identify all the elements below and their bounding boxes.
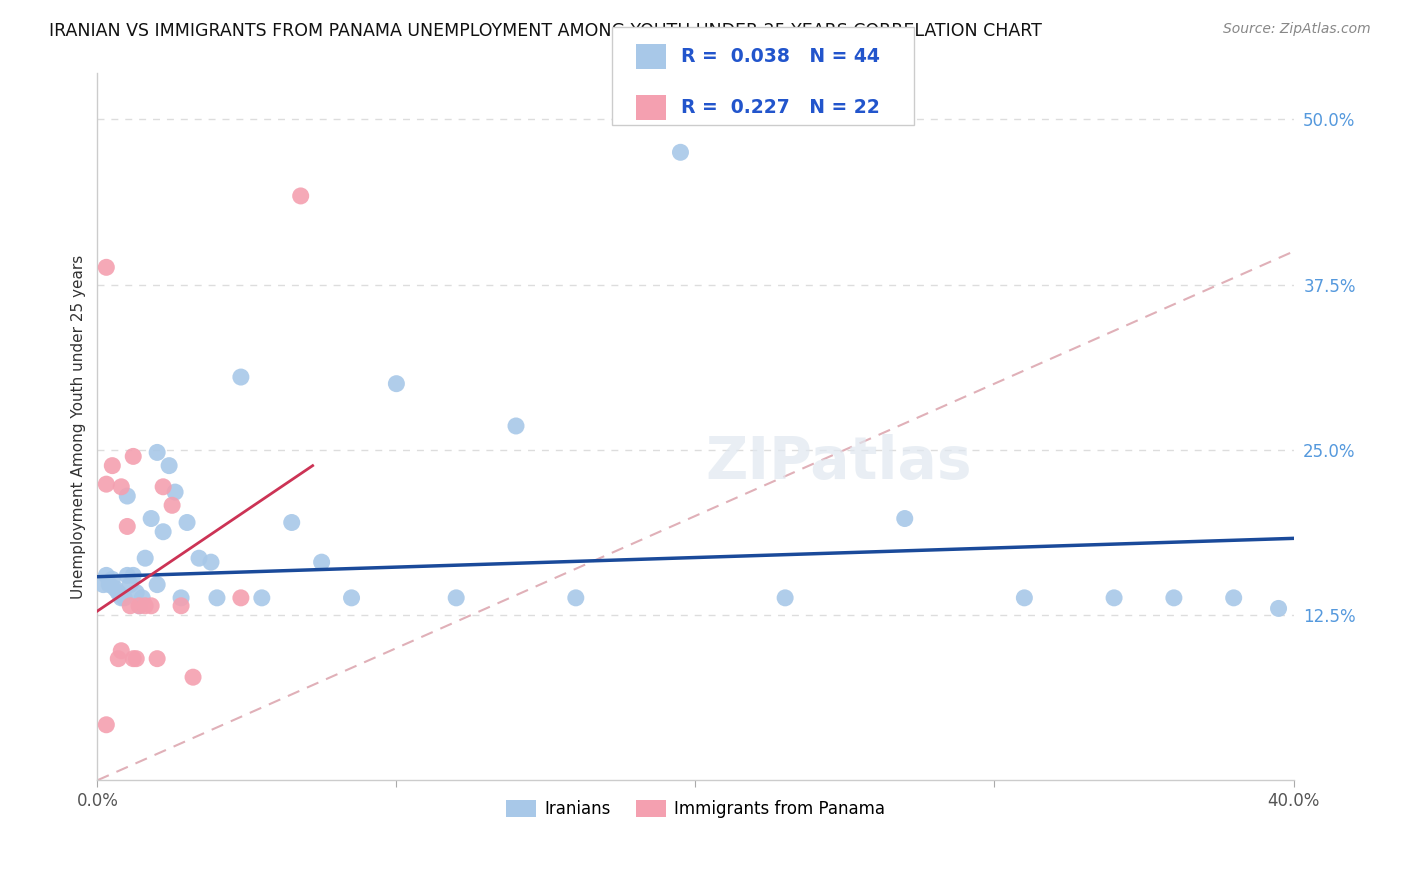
Point — [385, 376, 408, 391]
Point — [205, 591, 228, 605]
Point — [165, 485, 187, 500]
Legend: Iranians, Immigrants from Panama: Iranians, Immigrants from Panama — [499, 794, 891, 825]
Point — [146, 445, 169, 459]
Point — [96, 718, 118, 732]
Point — [200, 555, 222, 569]
Point — [104, 582, 127, 596]
Point — [1014, 591, 1036, 605]
Point — [773, 591, 796, 605]
Text: ZIPatlas: ZIPatlas — [706, 434, 973, 491]
Point — [117, 489, 139, 503]
Point — [128, 599, 150, 613]
Point — [669, 145, 692, 160]
Point — [146, 577, 169, 591]
Point — [112, 591, 135, 605]
Point — [1267, 601, 1289, 615]
Point — [96, 568, 118, 582]
Point — [122, 651, 145, 665]
Point — [134, 599, 156, 613]
Point — [152, 524, 174, 539]
Point — [250, 591, 273, 605]
Point — [122, 568, 145, 582]
Point — [170, 599, 193, 613]
Point — [290, 189, 312, 203]
Point — [125, 585, 148, 599]
Point — [893, 511, 915, 525]
Text: IRANIAN VS IMMIGRANTS FROM PANAMA UNEMPLOYMENT AMONG YOUTH UNDER 25 YEARS CORREL: IRANIAN VS IMMIGRANTS FROM PANAMA UNEMPL… — [49, 22, 1042, 40]
Point — [122, 450, 145, 464]
Point — [134, 551, 156, 566]
Point — [1222, 591, 1244, 605]
Point — [311, 555, 333, 569]
Y-axis label: Unemployment Among Youth under 25 years: Unemployment Among Youth under 25 years — [72, 254, 86, 599]
Point — [1163, 591, 1185, 605]
Text: Source: ZipAtlas.com: Source: ZipAtlas.com — [1223, 22, 1371, 37]
Point — [141, 599, 163, 613]
Point — [101, 458, 124, 473]
Point — [170, 591, 193, 605]
Point — [96, 477, 118, 491]
Point — [152, 480, 174, 494]
Point — [101, 572, 124, 586]
Point — [91, 577, 114, 591]
Point — [110, 644, 132, 658]
Point — [107, 585, 129, 599]
Point — [505, 419, 527, 434]
Point — [96, 260, 118, 275]
Text: R =  0.038   N = 44: R = 0.038 N = 44 — [681, 46, 879, 66]
Point — [131, 591, 153, 605]
Point — [146, 651, 169, 665]
Point — [141, 511, 163, 525]
Point — [128, 599, 150, 613]
Point — [229, 370, 252, 384]
Point — [188, 551, 211, 566]
Point — [110, 480, 132, 494]
Point — [117, 519, 139, 533]
Point — [176, 516, 198, 530]
Point — [117, 568, 139, 582]
Point — [565, 591, 588, 605]
Point — [1102, 591, 1125, 605]
Point — [444, 591, 467, 605]
Point — [340, 591, 363, 605]
Point — [181, 670, 204, 684]
Point — [110, 591, 132, 605]
Point — [160, 498, 183, 512]
Point — [107, 651, 129, 665]
Point — [157, 458, 180, 473]
Point — [98, 577, 121, 591]
Point — [280, 516, 302, 530]
Text: R =  0.227   N = 22: R = 0.227 N = 22 — [681, 98, 879, 118]
Point — [229, 591, 252, 605]
Point — [125, 651, 148, 665]
Point — [120, 599, 142, 613]
Point — [120, 577, 142, 591]
